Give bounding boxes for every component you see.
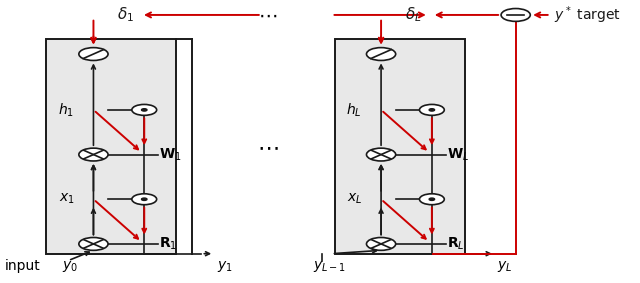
Ellipse shape: [367, 48, 396, 61]
Ellipse shape: [79, 237, 108, 250]
FancyBboxPatch shape: [335, 39, 465, 254]
Text: $\cdots$: $\cdots$: [257, 138, 279, 158]
Text: $y_0$: $y_0$: [61, 259, 78, 274]
Text: $\mathbf{W}_{1}$: $\mathbf{W}_{1}$: [159, 146, 182, 163]
Text: $\delta_1$: $\delta_1$: [116, 6, 134, 24]
Ellipse shape: [429, 109, 435, 111]
Text: $\mathbf{R}_{L}$: $\mathbf{R}_{L}$: [447, 236, 465, 252]
Ellipse shape: [79, 48, 108, 61]
Text: $x_{1}$: $x_{1}$: [59, 192, 74, 206]
Ellipse shape: [367, 148, 396, 161]
Text: $\mathbf{R}_{1}$: $\mathbf{R}_{1}$: [159, 236, 177, 252]
Ellipse shape: [132, 194, 157, 205]
Ellipse shape: [141, 109, 147, 111]
Ellipse shape: [429, 198, 435, 200]
Text: $h_{L}$: $h_{L}$: [346, 101, 362, 119]
Text: $y_1$: $y_1$: [217, 259, 233, 274]
Text: $x_{L}$: $x_{L}$: [347, 192, 362, 206]
Text: input: input: [4, 259, 40, 273]
Ellipse shape: [501, 8, 531, 22]
Ellipse shape: [419, 104, 444, 115]
Ellipse shape: [367, 237, 396, 250]
Ellipse shape: [419, 194, 444, 205]
Text: $\mathbf{W}_{L}$: $\mathbf{W}_{L}$: [447, 146, 469, 163]
Ellipse shape: [132, 104, 157, 115]
Text: $h_{1}$: $h_{1}$: [58, 101, 74, 119]
Text: $y_{L-1}$: $y_{L-1}$: [312, 259, 346, 274]
Ellipse shape: [79, 148, 108, 161]
Text: $y^*$ target: $y^*$ target: [554, 4, 621, 26]
Text: $\delta_L$: $\delta_L$: [404, 6, 421, 24]
Text: $\cdots$: $\cdots$: [259, 5, 278, 24]
Text: $y_L$: $y_L$: [497, 259, 512, 274]
Ellipse shape: [141, 198, 147, 200]
FancyBboxPatch shape: [46, 39, 176, 254]
